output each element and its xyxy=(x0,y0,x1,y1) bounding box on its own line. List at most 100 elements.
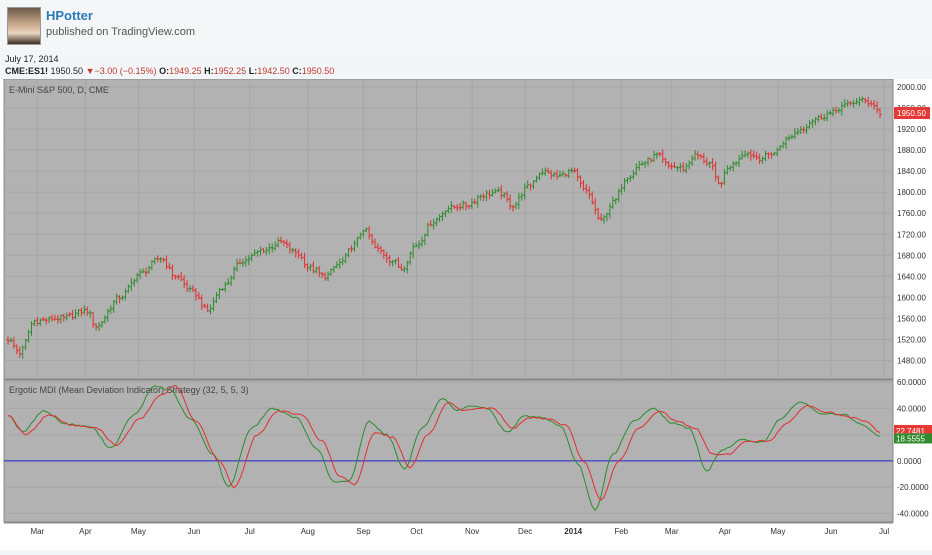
ohlc-bar xyxy=(655,152,659,160)
time-tick-label: Apr xyxy=(719,527,732,536)
ohlc-bar xyxy=(649,157,653,163)
ohlc-bar xyxy=(209,304,213,315)
ohlc-bar xyxy=(793,128,797,140)
ohlc-bar xyxy=(74,308,78,320)
ohlc-bar xyxy=(693,149,697,161)
ohlc-bar xyxy=(85,306,89,317)
ohlc-bar xyxy=(50,314,54,322)
ohlc-bar xyxy=(282,240,286,247)
ohlc-bar xyxy=(229,275,233,286)
ohlc-bar xyxy=(417,240,421,250)
ohlc-bar xyxy=(822,114,826,122)
ohlc-bar xyxy=(446,205,450,214)
price-tick-label: 1600.00 xyxy=(897,293,926,302)
ohlc-bar xyxy=(12,336,16,349)
ohlc-bar xyxy=(546,167,550,174)
ohlc-bar xyxy=(643,160,647,169)
author-name[interactable]: HPotter xyxy=(46,8,93,23)
ohlc-bar xyxy=(866,96,870,107)
ohlc-bar xyxy=(514,201,518,210)
ohlc-bar xyxy=(458,202,462,212)
ohlc-bar xyxy=(878,108,882,119)
ohlc-bar xyxy=(816,114,820,123)
ohlc-bar xyxy=(391,260,395,267)
ohlc-bar xyxy=(449,200,453,214)
ohlc-bar xyxy=(661,149,665,163)
ohlc-bar xyxy=(581,179,585,192)
publisher-header: HPotter published on TradingView.com xyxy=(0,0,932,50)
ohlc-bar xyxy=(490,188,494,197)
ohlc-bar xyxy=(162,257,166,263)
author-avatar[interactable] xyxy=(7,7,41,45)
time-tick-label: Oct xyxy=(410,527,423,536)
ohlc-bar xyxy=(396,257,400,268)
ohlc-bar xyxy=(837,107,841,114)
ohlc-bar xyxy=(300,252,304,261)
time-tick-label: Aug xyxy=(301,527,315,536)
price-tick-label: 1840.00 xyxy=(897,167,926,176)
ohlc-bar xyxy=(626,177,630,184)
signal-last-label: 18.5555 xyxy=(896,434,925,443)
ohlc-bar xyxy=(150,260,154,270)
chart-svg[interactable]: 2000.001960.001920.001880.001840.001800.… xyxy=(0,78,932,550)
indicator-pane[interactable]: 60.000040.000020.00000.0000-20.0000-40.0… xyxy=(3,378,932,523)
ohlc-bar xyxy=(664,157,668,166)
ohlc-bar xyxy=(555,169,559,180)
price-tick-label: 1520.00 xyxy=(897,335,926,344)
close-value: 1950.50 xyxy=(301,66,335,76)
ohlc-bar xyxy=(367,226,371,240)
ohlc-bar xyxy=(226,278,230,286)
ohlc-bar xyxy=(875,101,879,114)
ohlc-bar xyxy=(435,217,439,227)
ohlc-bar xyxy=(173,274,177,280)
ohlc-bar xyxy=(326,271,330,282)
ohlc-bar xyxy=(737,154,741,168)
time-tick-label: Jul xyxy=(879,527,889,536)
ohlc-bar xyxy=(341,256,345,266)
ohlc-bar xyxy=(414,242,418,248)
ohlc-bar xyxy=(761,156,765,164)
ohlc-bar xyxy=(256,249,260,257)
price-tick-label: 1680.00 xyxy=(897,251,926,260)
ohlc-bar xyxy=(564,173,568,178)
ohlc-bar xyxy=(121,295,125,301)
ohlc-bar xyxy=(658,152,662,157)
chart-container[interactable]: 2000.001960.001920.001880.001840.001800.… xyxy=(0,78,932,550)
ohlc-bar xyxy=(94,323,98,331)
ohlc-bar xyxy=(461,200,465,210)
ohlc-bar xyxy=(678,163,682,173)
ohlc-bar xyxy=(719,181,723,188)
ohlc-bar xyxy=(711,158,715,171)
ohlc-bar xyxy=(311,261,315,274)
ohlc-bar xyxy=(167,262,171,270)
ohlc-bar xyxy=(828,110,832,116)
ohlc-bar xyxy=(485,190,489,202)
ohlc-bar xyxy=(153,257,157,265)
ohlc-bar xyxy=(825,109,829,122)
ohlc-bar xyxy=(264,246,268,256)
ohlc-bar xyxy=(443,210,447,218)
ohlc-bar xyxy=(197,291,201,300)
ohlc-bar xyxy=(587,186,591,200)
ohlc-bar xyxy=(159,256,163,263)
ohlc-bar xyxy=(690,155,694,166)
ohlc-bar xyxy=(212,297,216,312)
ohlc-bar xyxy=(270,243,274,253)
ohlc-bar xyxy=(123,288,127,301)
price-chart-title: E-Mini S&P 500, D, CME xyxy=(9,85,109,95)
low-value: 1942.50 xyxy=(257,66,290,76)
ohlc-bar xyxy=(499,185,503,200)
price-pane[interactable]: 2000.001960.001920.001880.001840.001800.… xyxy=(3,78,930,380)
ohlc-bar xyxy=(687,160,691,170)
ohlc-bar xyxy=(746,151,750,159)
ohlc-bar xyxy=(423,233,427,246)
ohlc-bar xyxy=(508,194,512,210)
ohlc-bar xyxy=(620,183,624,195)
ohlc-bar xyxy=(441,211,445,222)
ohlc-bar xyxy=(220,287,224,291)
price-tick-label: 1480.00 xyxy=(897,356,926,365)
ohlc-bar xyxy=(21,345,25,359)
indicator-pane-background xyxy=(3,379,894,523)
ohlc-bar xyxy=(520,192,524,201)
ohlc-bar xyxy=(784,136,788,149)
